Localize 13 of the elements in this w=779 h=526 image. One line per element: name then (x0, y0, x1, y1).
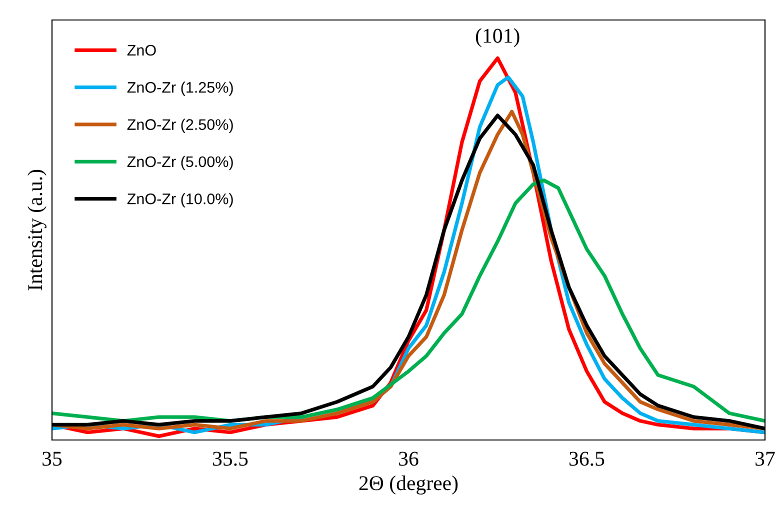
annotation: (101) (476, 28, 520, 48)
y-axis-title: Intensity (a.u.) (27, 170, 46, 290)
x-tick-label: 37 (756, 452, 775, 466)
legend-label: ZnO-Zr (2.50%) (127, 118, 233, 133)
legend-label: ZnO-Zr (1.25%) (127, 82, 233, 96)
legend-label: ZnO-Zr (5.00%) (127, 156, 233, 170)
legend-label: ZnO (127, 44, 156, 56)
x-tick-label: 36 (399, 452, 418, 466)
x-tick-label: 35.5 (213, 452, 248, 466)
x-tick-label: 36.5 (570, 452, 604, 466)
x-axis-title: 2Θ (degree) (359, 476, 458, 495)
legend-label: ZnO-Zr (10.0%) (127, 193, 233, 208)
x-tick-label: 35 (42, 452, 62, 466)
